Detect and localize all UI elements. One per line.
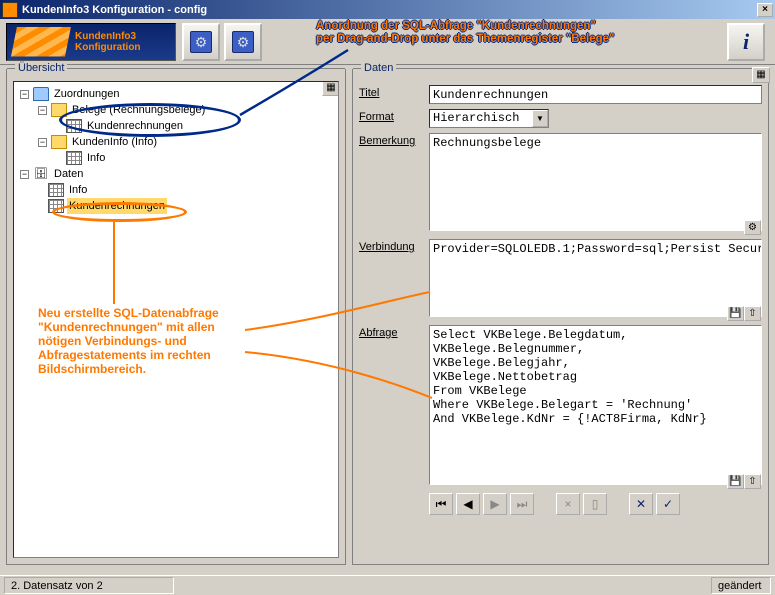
tree-node[interactable]: Daten xyxy=(52,166,85,182)
data-panel: Daten ▦ Titel Format Hierarchisch ▼ Beme… xyxy=(352,69,769,565)
nav-cancel-button[interactable]: ✕ xyxy=(629,493,653,515)
data-icon xyxy=(66,119,82,133)
up-mini-button[interactable]: ⇧ xyxy=(744,474,761,489)
toolbar: KundenInfo3 Konfiguration ⚙ ⚙ Anordnung … xyxy=(0,19,775,65)
config-button-1[interactable]: ⚙ xyxy=(182,23,220,61)
status-bar: 2. Datensatz von 2 geändert xyxy=(0,575,775,595)
save-mini-button[interactable]: 💾 xyxy=(727,474,744,489)
record-navigator: ⏮ ◀ ▶ ⏭ × ▯ ✕ ✓ xyxy=(429,493,762,515)
nav-delete-button[interactable]: × xyxy=(556,493,580,515)
up-mini-button[interactable]: ⇧ xyxy=(744,306,761,321)
save-mini-button[interactable]: 💾 xyxy=(727,306,744,321)
tree-node[interactable]: Info xyxy=(85,150,107,166)
format-label: Format xyxy=(359,109,429,123)
data-icon xyxy=(48,199,64,213)
overview-panel: Übersicht ▦ − Zuordnungen − Belege (Rech… xyxy=(6,69,346,565)
titel-input[interactable] xyxy=(429,85,762,104)
collapse-icon[interactable]: − xyxy=(38,138,47,147)
bemerkung-label: Bemerkung xyxy=(359,133,429,147)
nav-last-button[interactable]: ⏭ xyxy=(510,493,534,515)
abfrage-textarea[interactable] xyxy=(429,325,762,485)
titel-label: Titel xyxy=(359,85,429,99)
status-modified: geändert xyxy=(711,577,771,594)
abfrage-label: Abfrage xyxy=(359,325,429,339)
nav-new-button[interactable]: ▯ xyxy=(583,493,607,515)
logo-mark xyxy=(11,27,71,57)
data-panel-label: Daten xyxy=(361,62,396,74)
title-bar: KundenInfo3 Konfiguration - config × xyxy=(0,0,775,19)
nav-apply-button[interactable]: ✓ xyxy=(656,493,680,515)
tree-node[interactable]: Belege (Rechnungsbelege) xyxy=(70,102,207,118)
status-record-count: 2. Datensatz von 2 xyxy=(4,577,174,594)
bemerkung-textarea[interactable] xyxy=(429,133,762,231)
tree-options-button[interactable]: ▦ xyxy=(322,81,339,96)
folder-icon xyxy=(33,87,49,101)
tree-node[interactable]: Info xyxy=(67,182,89,198)
close-button[interactable]: × xyxy=(757,3,773,17)
cube-icon: ⚙ xyxy=(237,35,250,49)
annotation-top: Anordnung der SQL-Abfrage "Kundenrechnun… xyxy=(316,20,614,46)
panel-options-button[interactable]: ▦ xyxy=(752,67,770,83)
nav-next-button[interactable]: ▶ xyxy=(483,493,507,515)
verbindung-label: Verbindung xyxy=(359,239,429,253)
window-title: KundenInfo3 Konfiguration - config xyxy=(22,4,757,16)
tree-node[interactable]: KundenInfo (Info) xyxy=(70,134,159,150)
info-button[interactable]: i xyxy=(727,23,765,61)
collapse-icon[interactable]: − xyxy=(20,90,29,99)
tree-node[interactable]: Kundenrechnungen xyxy=(85,118,185,134)
overview-panel-label: Übersicht xyxy=(15,62,67,74)
nav-first-button[interactable]: ⏮ xyxy=(429,493,453,515)
folder-icon xyxy=(51,103,67,117)
gear-icon: ⚙ xyxy=(195,35,208,49)
config-button-2[interactable]: ⚙ xyxy=(224,23,262,61)
data-icon xyxy=(66,151,82,165)
database-icon: 🗄 xyxy=(33,167,49,181)
verbindung-textarea[interactable] xyxy=(429,239,762,317)
collapse-icon[interactable]: − xyxy=(38,106,47,115)
app-icon xyxy=(2,2,18,18)
tree-view[interactable]: ▦ − Zuordnungen − Belege (Rechnungsbeleg… xyxy=(13,81,339,558)
app-logo: KundenInfo3 Konfiguration xyxy=(6,23,176,61)
format-select[interactable]: Hierarchisch ▼ xyxy=(429,109,549,128)
data-icon xyxy=(48,183,64,197)
tree-node-selected[interactable]: Kundenrechnungen xyxy=(67,198,167,214)
config-mini-button[interactable]: ⚙ xyxy=(744,220,761,235)
dropdown-icon[interactable]: ▼ xyxy=(532,110,548,127)
folder-icon xyxy=(51,135,67,149)
tree-node[interactable]: Zuordnungen xyxy=(52,86,121,102)
nav-prev-button[interactable]: ◀ xyxy=(456,493,480,515)
collapse-icon[interactable]: − xyxy=(20,170,29,179)
